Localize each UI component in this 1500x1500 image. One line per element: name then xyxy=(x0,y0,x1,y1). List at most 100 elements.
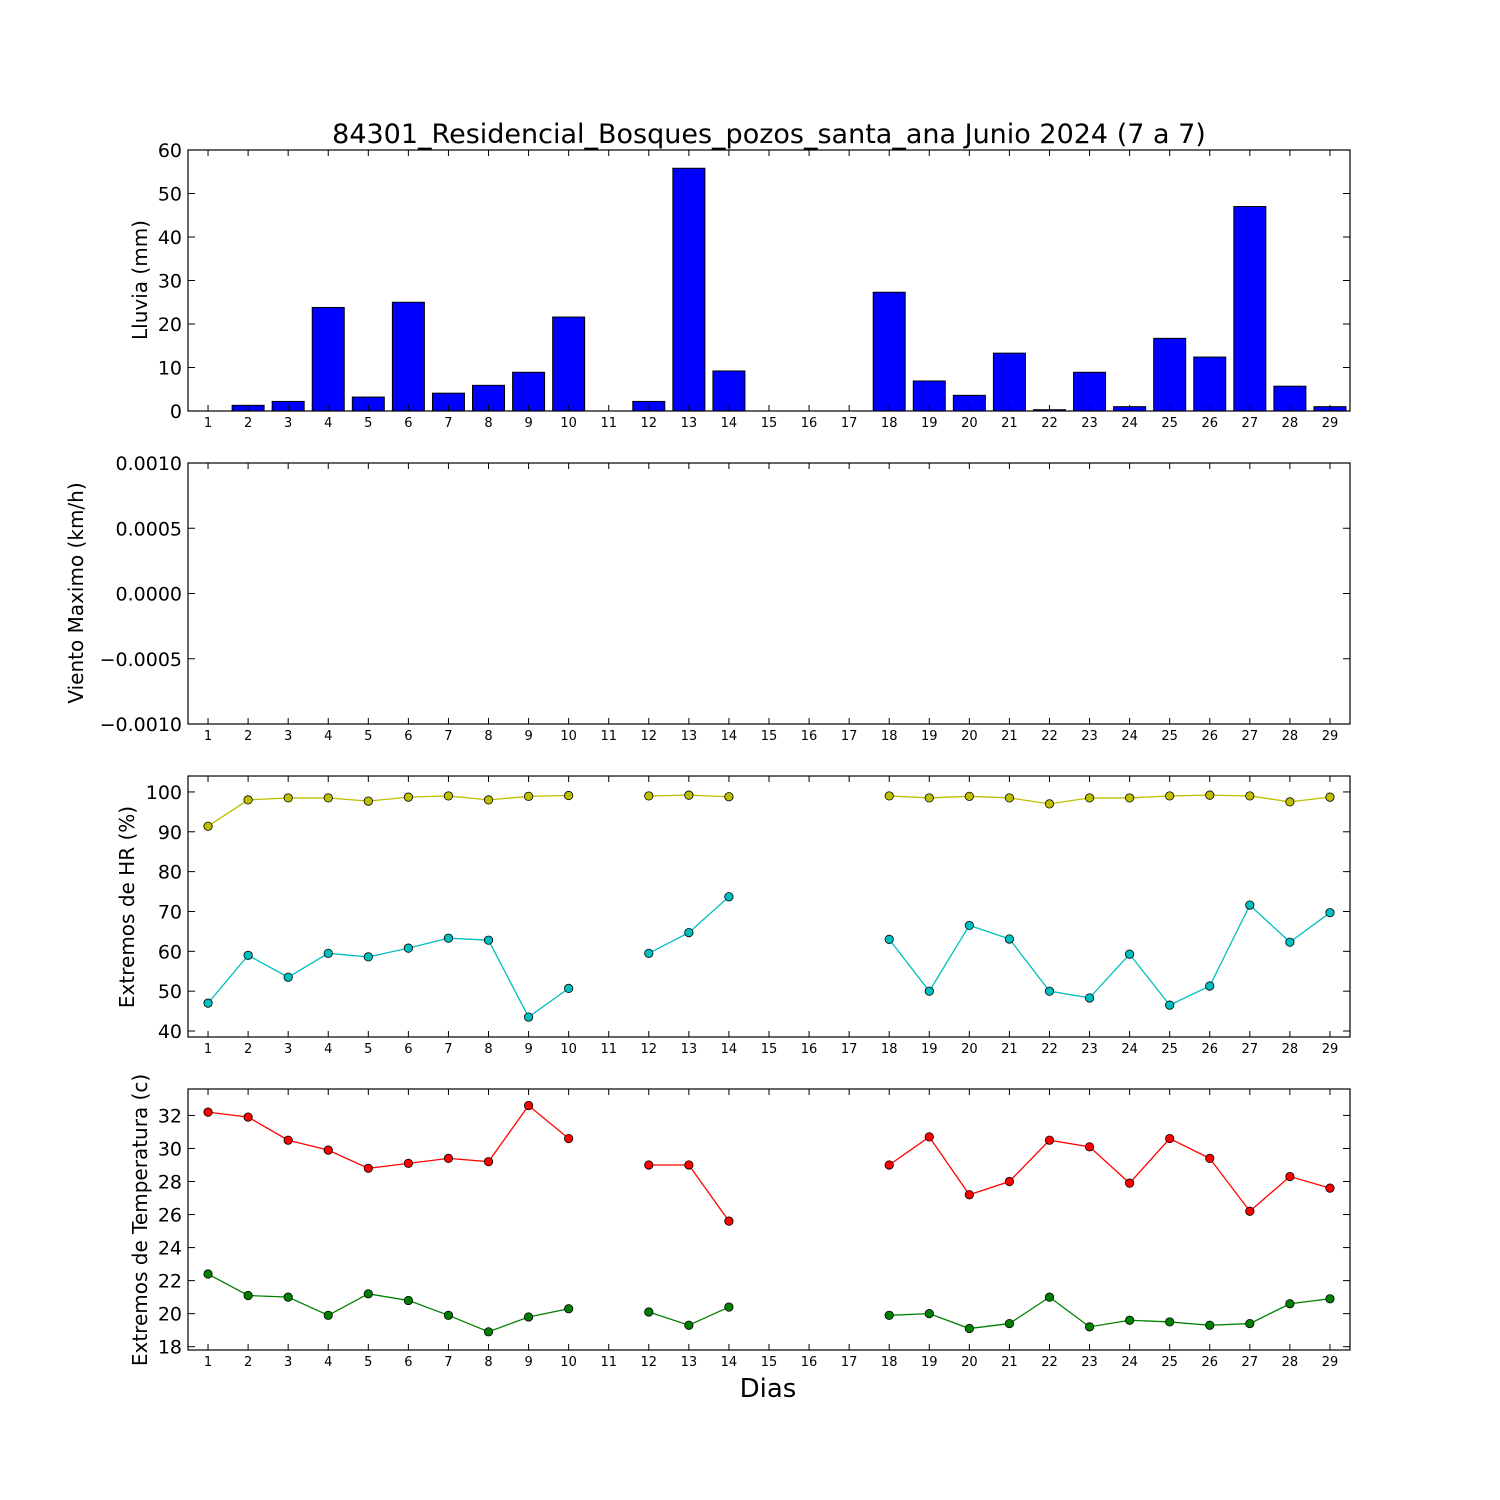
rain-x-tick-label: 13 xyxy=(681,416,698,431)
temperature-panel: Extremos de Temperatura (c) 182022242628… xyxy=(128,1074,1351,1370)
temperature-y-tick-label: 28 xyxy=(158,1172,182,1194)
wind-y-tick-label: 0.0005 xyxy=(116,518,182,540)
humidity-series-1-point xyxy=(1325,908,1335,918)
humidity-y-tick-label: 100 xyxy=(146,782,182,804)
humidity-series-1-point xyxy=(443,933,454,943)
rain-x-tick-label: 7 xyxy=(444,416,452,431)
humidity-series-1-point xyxy=(964,920,974,931)
wind-x-tick-label: 1 xyxy=(204,729,212,744)
temperature-series-1-point xyxy=(1165,1317,1175,1327)
humidity-x-tick-label: 13 xyxy=(681,1042,698,1057)
wind-x-tick-label: 27 xyxy=(1242,729,1259,744)
humidity-x-tick-label: 17 xyxy=(841,1042,858,1057)
humidity-series-1-point xyxy=(884,934,894,944)
humidity-series-1-point xyxy=(724,892,734,902)
wind-x-tick-label: 10 xyxy=(560,729,577,744)
humidity-series-1-point xyxy=(1125,949,1135,959)
rain-bar xyxy=(1153,337,1187,412)
humidity-x-tick-label: 4 xyxy=(324,1042,332,1057)
rain-x-tick-label: 8 xyxy=(484,416,492,431)
humidity-series-1-point xyxy=(203,998,213,1008)
temperature-series-1-point xyxy=(1125,1315,1135,1325)
temperature-x-tick-label: 14 xyxy=(721,1355,738,1370)
temperature-series-1-line xyxy=(207,1273,569,1333)
wind-x-tick-label: 29 xyxy=(1322,729,1339,744)
humidity-x-tick-label: 16 xyxy=(801,1042,818,1057)
humidity-x-tick-label: 2 xyxy=(244,1042,252,1057)
wind-plot-frame xyxy=(187,462,1351,725)
temperature-series-0-point xyxy=(1285,1171,1295,1182)
wind-x-tick-label: 26 xyxy=(1201,729,1218,744)
humidity-series-0-point xyxy=(243,795,253,805)
rain-bar xyxy=(672,167,706,412)
temperature-x-tick-label: 1 xyxy=(204,1355,212,1370)
temperature-series-0-point xyxy=(1084,1142,1095,1152)
rain-x-tick-label: 23 xyxy=(1081,416,1098,431)
rain-x-tick-label: 21 xyxy=(1001,416,1018,431)
temperature-y-tick-label: 20 xyxy=(158,1304,182,1326)
humidity-series-1-line xyxy=(207,937,570,1019)
temperature-x-tick-label: 28 xyxy=(1282,1355,1299,1370)
humidity-x-tick-label: 25 xyxy=(1161,1042,1178,1057)
temperature-y-axis-label: Extremos de Temperatura (c) xyxy=(128,1074,152,1366)
temperature-series-0-point xyxy=(483,1157,494,1167)
rain-y-tick-label: 30 xyxy=(158,271,182,293)
rain-bar xyxy=(391,301,425,412)
humidity-series-1-point xyxy=(1285,937,1295,947)
humidity-series-0-line xyxy=(207,794,569,827)
temperature-x-tick-label: 4 xyxy=(324,1355,332,1370)
rain-x-tick-label: 4 xyxy=(324,416,332,431)
temperature-series-1-point xyxy=(964,1323,974,1334)
humidity-series-0-point xyxy=(1004,793,1015,803)
humidity-x-tick-label: 9 xyxy=(524,1042,532,1057)
rain-x-tick-label: 22 xyxy=(1041,416,1058,431)
temperature-x-tick-label: 20 xyxy=(961,1355,978,1370)
temperature-series-1-point xyxy=(1044,1292,1055,1302)
temperature-series-0-point xyxy=(323,1145,333,1155)
temperature-series-0-point xyxy=(443,1153,454,1163)
humidity-series-0-point xyxy=(924,793,934,803)
temperature-x-tick-label: 6 xyxy=(404,1355,412,1370)
humidity-x-tick-label: 29 xyxy=(1322,1042,1339,1057)
humidity-x-tick-label: 18 xyxy=(881,1042,898,1057)
humidity-y-tick-label: 50 xyxy=(158,981,182,1003)
temperature-y-tick-label: 18 xyxy=(158,1337,182,1359)
temperature-series-0-point xyxy=(203,1107,213,1117)
humidity-y-tick-label: 70 xyxy=(158,901,182,923)
rain-x-tick-label: 28 xyxy=(1282,416,1299,431)
rain-bar xyxy=(872,291,906,412)
humidity-x-tick-label: 8 xyxy=(484,1042,492,1057)
humidity-series-0-point xyxy=(1285,797,1295,807)
wind-x-tick-label: 4 xyxy=(324,729,332,744)
humidity-x-tick-label: 28 xyxy=(1282,1042,1299,1057)
humidity-series-0-point xyxy=(443,791,454,801)
temperature-x-tick-label: 12 xyxy=(641,1355,658,1370)
humidity-series-1-point xyxy=(1084,993,1095,1003)
wind-x-tick-label: 21 xyxy=(1001,729,1018,744)
temperature-x-tick-label: 8 xyxy=(484,1355,492,1370)
rain-x-tick-label: 3 xyxy=(284,416,292,431)
humidity-series-0-point xyxy=(523,791,534,801)
temperature-x-tick-label: 11 xyxy=(600,1355,617,1370)
rain-x-tick-label: 2 xyxy=(244,416,252,431)
rain-bar xyxy=(1073,371,1107,412)
humidity-series-1-point xyxy=(1044,986,1055,996)
humidity-x-tick-label: 3 xyxy=(284,1042,292,1057)
wind-y-tick-label: 0.0000 xyxy=(116,584,182,606)
humidity-x-tick-label: 15 xyxy=(761,1042,778,1057)
wind-x-tick-label: 25 xyxy=(1161,729,1178,744)
wind-x-tick-label: 23 xyxy=(1081,729,1098,744)
temperature-series-0-point xyxy=(924,1132,934,1142)
humidity-series-1-point xyxy=(1004,934,1015,944)
temperature-series-1-line xyxy=(889,1296,1331,1330)
wind-x-tick-label: 3 xyxy=(284,729,292,744)
rain-x-tick-label: 14 xyxy=(721,416,738,431)
temperature-series-0-point xyxy=(403,1158,413,1168)
humidity-series-0-point xyxy=(644,791,654,801)
humidity-x-tick-label: 23 xyxy=(1081,1042,1098,1057)
temperature-series-0-point xyxy=(564,1133,574,1144)
rain-x-tick-label: 10 xyxy=(560,416,577,431)
temperature-x-tick-label: 22 xyxy=(1041,1355,1058,1370)
